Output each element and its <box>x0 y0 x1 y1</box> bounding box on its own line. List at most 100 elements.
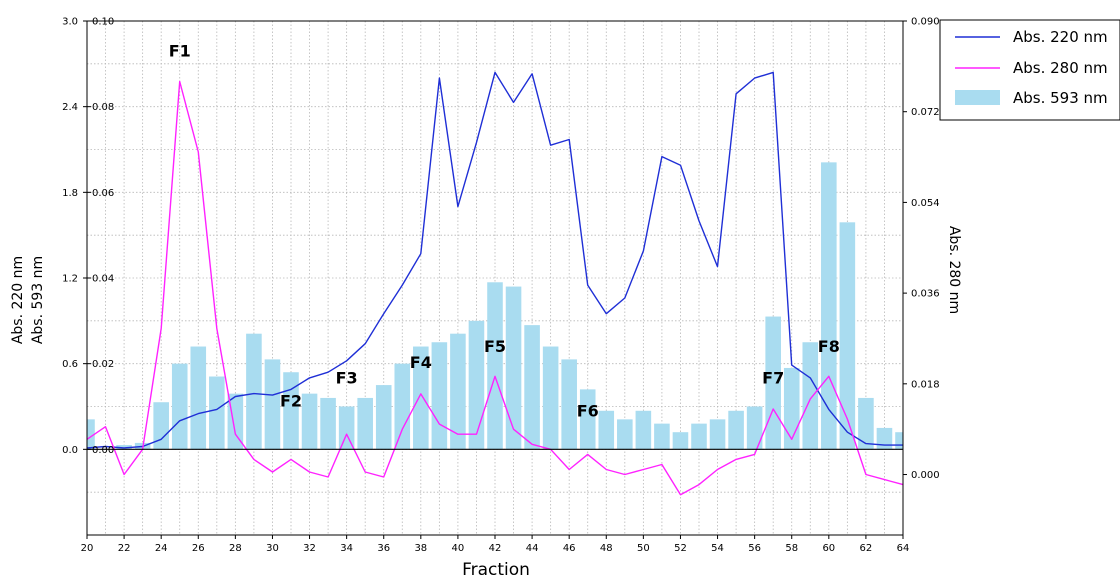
line-220nm <box>86 71 903 449</box>
bar-593nm <box>246 333 262 450</box>
bar-593nm <box>283 372 299 450</box>
x-tick-label: 54 <box>711 543 724 554</box>
x-tick-label: 28 <box>229 543 242 554</box>
legend: Abs. 220 nm Abs. 280 nm Abs. 593 nm <box>939 19 1120 121</box>
bar-593nm <box>413 346 429 450</box>
x-tick-label: 36 <box>377 543 390 554</box>
x-tick-label: 46 <box>563 543 576 554</box>
bar-593nm <box>746 406 763 450</box>
bar-593nm <box>561 359 577 450</box>
axes: 20 22 24 26 28 30 32 34 36 38 40 42 44 46 48 50 52 54 56 58… <box>62 17 940 555</box>
x-tick-label: 48 <box>600 543 613 554</box>
bar-593nm <box>598 410 615 450</box>
bar-593nm <box>691 423 707 450</box>
legend-swatch-593 <box>955 90 1000 105</box>
y-tick-label-280: 0.090 <box>911 17 940 28</box>
x-tick-label: 30 <box>266 543 279 554</box>
y-tick-label-280: 0.054 <box>911 198 940 209</box>
x-tick-label: 52 <box>674 543 687 554</box>
bar-593nm <box>171 363 188 450</box>
bar-593nm <box>672 432 689 450</box>
bar-593nm <box>505 286 522 450</box>
y-tick-label-280: 0.072 <box>911 107 940 118</box>
x-tick-label: 60 <box>822 543 835 554</box>
bar-593nm <box>227 393 244 450</box>
y-tick-label-220: 1.2 <box>62 274 78 285</box>
y-tick-label-593: 0.08 <box>92 102 114 113</box>
peak-label-f7: F7 <box>762 369 784 388</box>
bar-593nm <box>338 406 355 450</box>
lines <box>86 71 904 496</box>
x-tick-label: 20 <box>81 543 94 554</box>
line-280nm <box>86 80 904 496</box>
y-tick-label-220: 0.6 <box>62 359 78 370</box>
peak-label-f3: F3 <box>336 369 358 388</box>
bar-593nm <box>783 367 800 450</box>
y-tick-label-220: 1.8 <box>62 188 78 199</box>
bar-593nm <box>895 432 903 450</box>
peak-label-f5: F5 <box>484 337 506 356</box>
x-tick-label: 26 <box>192 543 205 554</box>
bar-593nm <box>858 397 874 450</box>
bar-593nm <box>617 419 633 450</box>
bar-593nm <box>839 222 856 450</box>
y-tick-label-220: 0.0 <box>62 445 78 456</box>
y-tick-label-220: 2.4 <box>62 102 78 113</box>
y-axis-label-593: Abs. 593 nm <box>30 256 46 344</box>
bar-593nm <box>431 342 448 450</box>
y-tick-label-593: 0.00 <box>92 445 114 456</box>
y-tick-label-280: 0.018 <box>911 379 940 390</box>
bar-593nm <box>209 376 225 450</box>
x-tick-label: 62 <box>860 543 873 554</box>
x-tick-label: 40 <box>452 543 465 554</box>
bar-593nm <box>709 419 726 450</box>
bar-593nm <box>579 389 596 450</box>
bar-593nm <box>190 346 207 450</box>
y-tick-label-220: 3.0 <box>62 17 78 28</box>
y-axis-label-280: Abs. 280 nm <box>946 226 962 314</box>
x-tick-label: 22 <box>118 543 131 554</box>
x-tick-label: 24 <box>155 543 168 554</box>
bars-593nm <box>87 162 903 450</box>
legend-label-280: Abs. 280 nm <box>1013 59 1108 77</box>
y-tick-label-593: 0.10 <box>92 17 114 28</box>
x-tick-label: 34 <box>340 543 353 554</box>
bar-593nm <box>821 162 837 450</box>
bar-593nm <box>264 359 281 450</box>
y-tick-label-280: 0.000 <box>911 470 940 481</box>
x-tick-label: 58 <box>785 543 798 554</box>
bar-593nm <box>375 385 392 450</box>
peak-label-f2: F2 <box>280 392 302 411</box>
y-axis-label-220: Abs. 220 nm <box>10 256 26 344</box>
bar-593nm <box>320 397 336 450</box>
bar-593nm <box>635 410 652 450</box>
bar-593nm <box>450 333 466 450</box>
bar-593nm <box>654 423 670 450</box>
legend-label-220: Abs. 220 nm <box>1013 28 1108 46</box>
x-tick-label: 42 <box>489 543 502 554</box>
peak-label-f6: F6 <box>577 401 599 420</box>
peak-label-f8: F8 <box>818 337 840 356</box>
x-tick-label: 50 <box>637 543 650 554</box>
x-axis-label: Fraction <box>462 560 530 580</box>
y-tick-label-593: 0.04 <box>92 274 114 285</box>
x-tick-label: 64 <box>897 543 910 554</box>
bar-593nm <box>153 402 169 450</box>
legend-label-593: Abs. 593 nm <box>1013 89 1108 107</box>
y-tick-label-593: 0.02 <box>92 359 114 370</box>
y-tick-label-280: 0.036 <box>911 289 940 300</box>
grid <box>86 20 904 536</box>
x-tick-label: 38 <box>414 543 427 554</box>
bar-593nm <box>542 346 559 450</box>
bar-593nm <box>487 282 503 450</box>
peak-label-f1: F1 <box>169 42 191 61</box>
bar-593nm <box>301 393 318 450</box>
bar-593nm <box>524 325 540 450</box>
bar-593nm <box>357 397 373 450</box>
bar-593nm <box>468 320 485 450</box>
bar-593nm <box>87 419 95 450</box>
bar-593nm <box>116 445 132 450</box>
bar-593nm <box>728 410 744 450</box>
x-tick-label: 44 <box>526 543 539 554</box>
